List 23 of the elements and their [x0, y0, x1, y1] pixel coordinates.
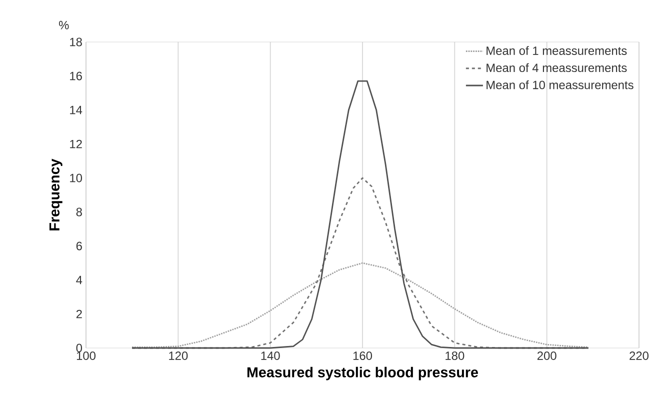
- y-tick-label: 10: [70, 174, 82, 182]
- y-tick-label: 2: [76, 310, 82, 318]
- x-axis-title: Measured systolic blood pressure: [247, 366, 478, 380]
- x-tick-label: 140: [261, 352, 280, 360]
- y-tick-label: 8: [76, 208, 82, 216]
- y-tick-label: 4: [76, 276, 82, 284]
- y-axis-title: Frequency: [49, 158, 62, 230]
- legend-label: Mean of 10 meassurements: [486, 80, 634, 90]
- y-tick-label: 12: [70, 140, 82, 148]
- x-tick-label: 120: [169, 352, 188, 360]
- legend-label: Mean of 1 meassurements: [486, 46, 627, 55]
- legend-label: Mean of 4 meassurements: [486, 63, 627, 72]
- y-tick-label: 18: [70, 38, 82, 46]
- x-tick-label: 200: [537, 352, 556, 360]
- x-tick-label: 160: [353, 352, 372, 360]
- y-tick-label: 16: [70, 72, 82, 80]
- x-tick-label: 180: [446, 352, 464, 360]
- y-tick-label: 0: [76, 344, 82, 352]
- y-tick-label: 6: [76, 242, 82, 250]
- x-tick-label: 220: [630, 352, 649, 360]
- text: %: [58, 20, 69, 30]
- y-tick-label: 14: [70, 106, 82, 114]
- x-tick-label: 100: [76, 352, 96, 360]
